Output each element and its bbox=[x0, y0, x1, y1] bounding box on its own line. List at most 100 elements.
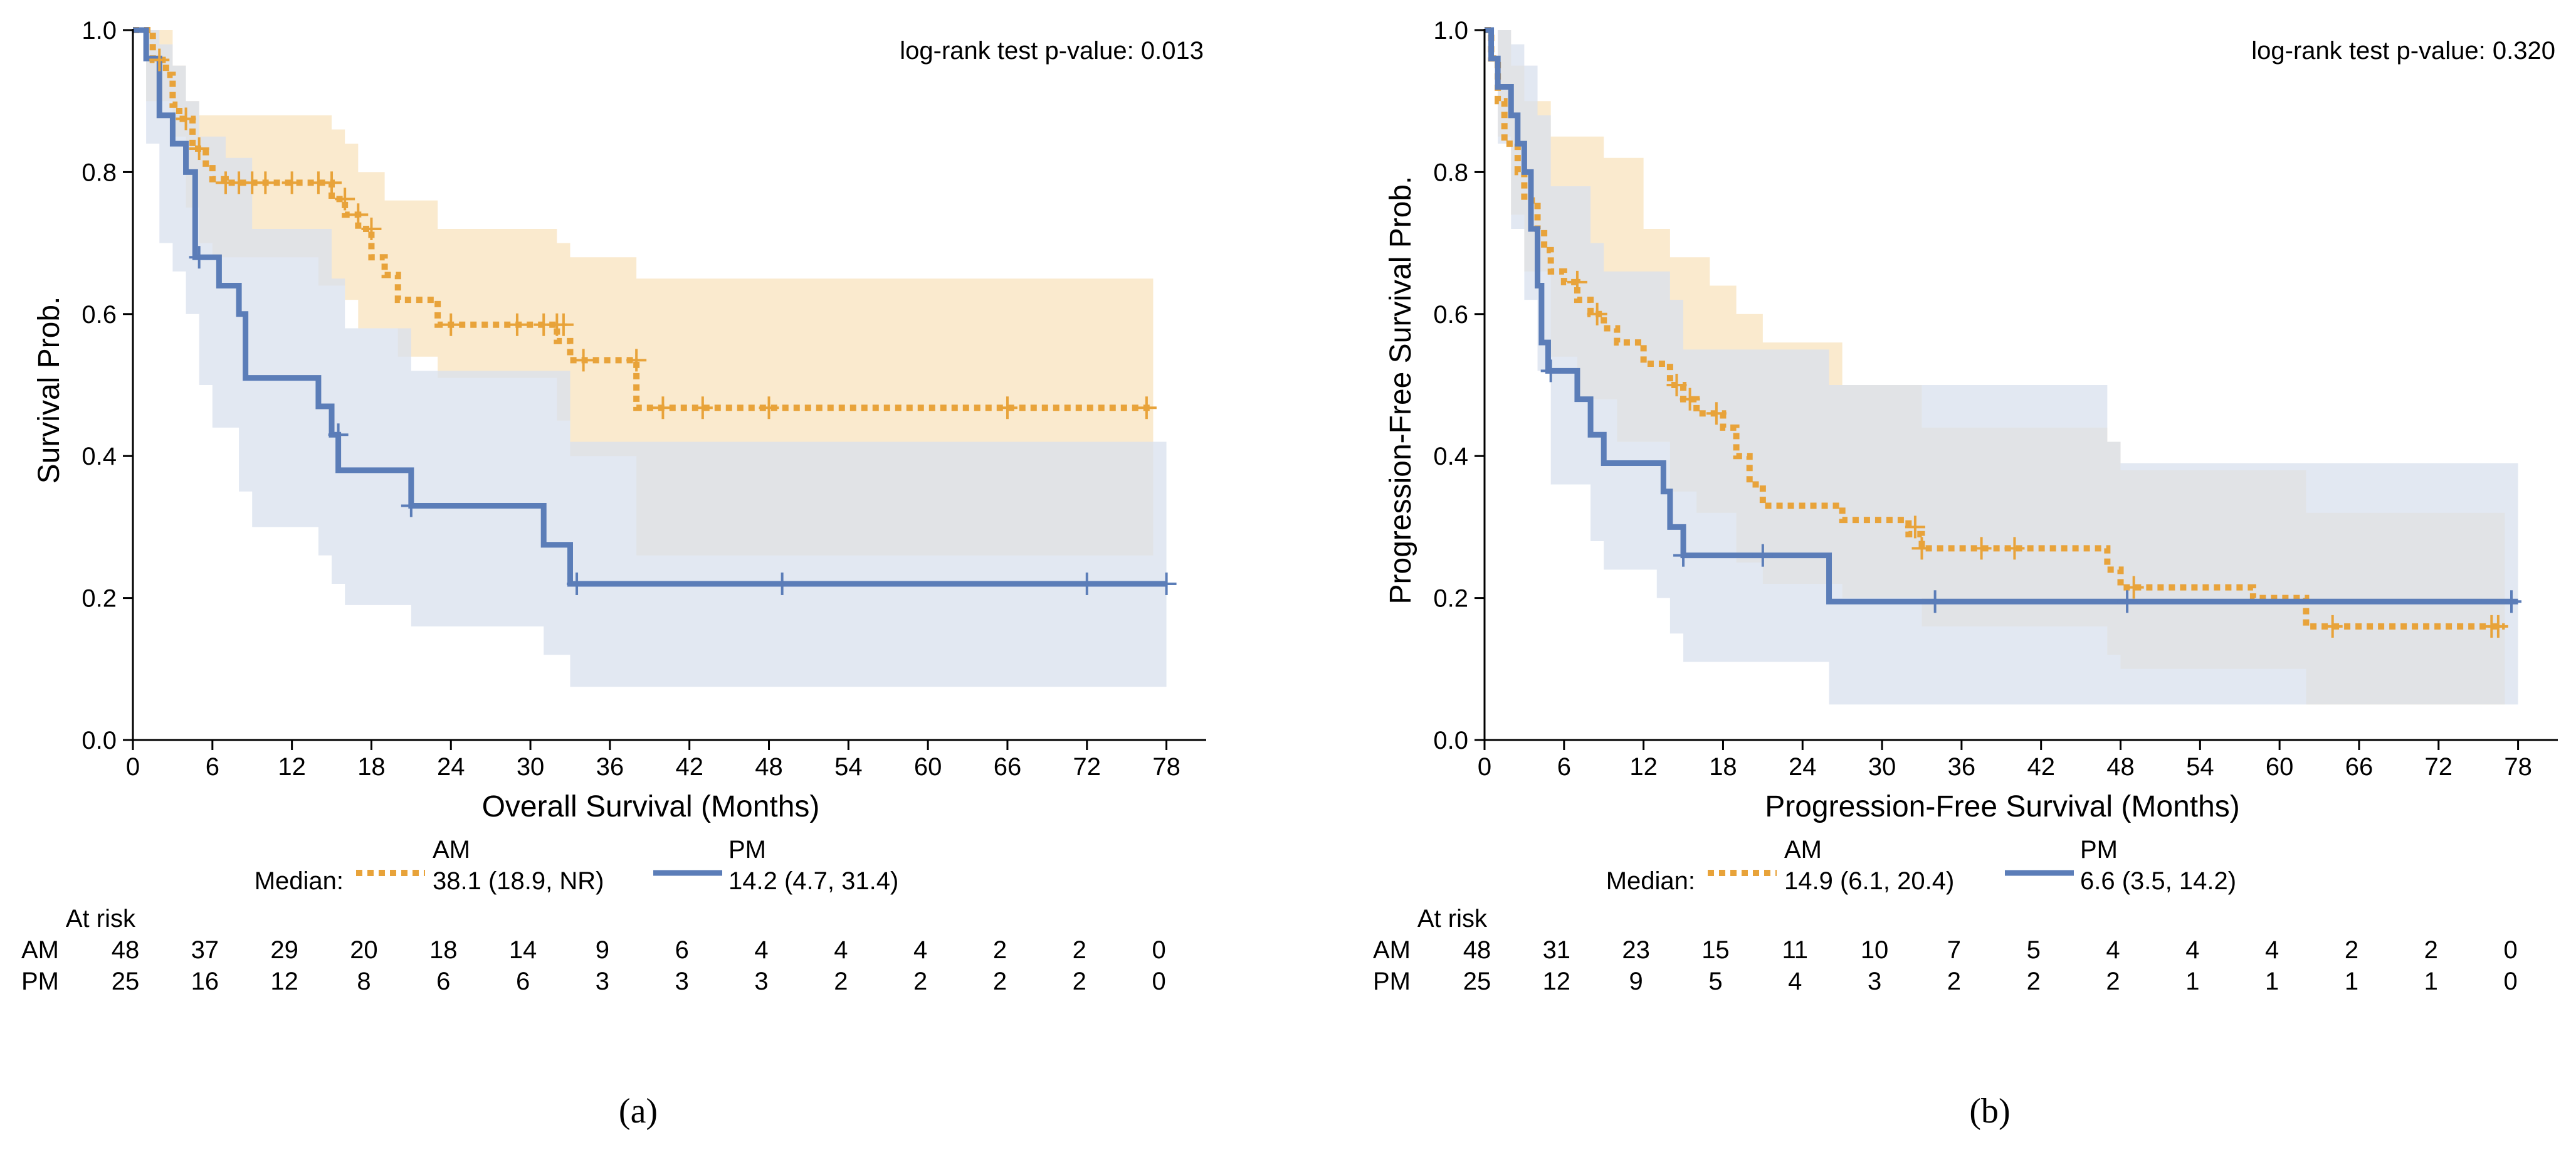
panel-label: (a) bbox=[619, 1092, 658, 1131]
censor-mark-am bbox=[189, 137, 209, 161]
y-tick-label: 0.0 bbox=[81, 727, 117, 754]
at-risk-cell: 2 bbox=[993, 936, 1007, 964]
axes bbox=[132, 29, 1206, 741]
at-risk-cell: 6 bbox=[436, 968, 450, 995]
y-tick-label: 0.0 bbox=[1433, 727, 1468, 754]
at-risk-cell: 11 bbox=[1782, 936, 1808, 964]
confidence-bands bbox=[1485, 30, 2518, 705]
legend: Median: AM 38.1 (18.9, NR) PM 14.2 (4.7,… bbox=[255, 836, 899, 895]
censor-mark-am bbox=[1911, 537, 1932, 560]
at-risk-cell: 3 bbox=[1868, 968, 1881, 995]
at-risk-cell: 2 bbox=[993, 968, 1007, 995]
censor-mark-am bbox=[1971, 537, 1992, 560]
y-tick-label: 0.6 bbox=[81, 301, 117, 329]
at-risk-header: At risk bbox=[66, 905, 136, 933]
x-axis-label: Progression-Free Survival (Months) bbox=[1765, 790, 2240, 823]
x-tick-label: 72 bbox=[2425, 753, 2453, 781]
at-risk-cell: 0 bbox=[1152, 936, 1165, 964]
at-risk-cell: 3 bbox=[675, 968, 689, 995]
at-risk-cell: 1 bbox=[2185, 968, 2199, 995]
y-axis-label: Progression-Free Survival Prob. bbox=[1384, 176, 1417, 605]
legend-pm-name: PM bbox=[2080, 836, 2118, 864]
at-risk-cell: 9 bbox=[1629, 968, 1643, 995]
at-risk-cell: 2 bbox=[2345, 936, 2358, 964]
censor-marks bbox=[149, 48, 1177, 595]
at-risk-cell: 15 bbox=[1701, 936, 1730, 964]
censor-mark-am bbox=[759, 396, 779, 420]
at-risk-cell: 2 bbox=[834, 968, 848, 995]
censor-mark-am bbox=[255, 171, 276, 194]
x-tick-label: 36 bbox=[1948, 753, 1976, 781]
at-risk-cell: 20 bbox=[350, 936, 378, 964]
x-tick-label: 42 bbox=[675, 753, 703, 781]
x-tick-label: 66 bbox=[2345, 753, 2374, 781]
censor-mark-am bbox=[1567, 270, 1587, 293]
at-risk-cell: 4 bbox=[2265, 936, 2279, 964]
censor-mark-am bbox=[653, 396, 673, 420]
at-risk-cell: 1 bbox=[2424, 968, 2438, 995]
at-risk-cell: 31 bbox=[1543, 936, 1571, 964]
at-risk-cell: 4 bbox=[2185, 936, 2199, 964]
at-risk-cell: 48 bbox=[112, 936, 140, 964]
at-risk-am-label: AM bbox=[21, 936, 59, 964]
x-tick-label: 54 bbox=[2186, 753, 2214, 781]
censor-mark-am bbox=[573, 349, 594, 372]
censor-mark-am bbox=[322, 171, 342, 194]
censor-mark-am bbox=[1587, 302, 1607, 325]
y-tick-label: 0.6 bbox=[1433, 301, 1468, 329]
at-risk-cell: 3 bbox=[754, 968, 768, 995]
x-tick-label: 78 bbox=[2504, 753, 2532, 781]
at-risk-cell: 37 bbox=[191, 936, 219, 964]
at-risk-cell: 25 bbox=[1463, 968, 1491, 995]
censor-mark-am bbox=[626, 349, 647, 372]
at-risk-cell: 48 bbox=[1463, 936, 1491, 964]
at-risk-cell: 9 bbox=[596, 936, 609, 964]
at-risk-cell: 1 bbox=[2345, 968, 2358, 995]
y-tick-label: 0.4 bbox=[1433, 443, 1468, 470]
x-tick-label: 12 bbox=[278, 753, 306, 781]
x-tick-label: 18 bbox=[357, 753, 386, 781]
censor-mark-pm bbox=[1156, 572, 1177, 595]
censor-mark-am bbox=[2488, 615, 2508, 638]
censor-mark-am bbox=[1666, 374, 1687, 396]
at-risk-cell: 29 bbox=[270, 936, 298, 964]
logrank-annotation: log-rank test p-value: 0.320 bbox=[2251, 37, 2555, 65]
confidence-bands bbox=[133, 30, 1167, 687]
censor-mark-pm bbox=[1673, 544, 1694, 567]
at-risk-pm-label: PM bbox=[1373, 968, 1411, 995]
at-risk-cell: 2 bbox=[2424, 936, 2438, 964]
legend-prefix: Median: bbox=[255, 867, 344, 895]
at-risk-cell: 4 bbox=[834, 936, 848, 964]
censor-mark-pm bbox=[401, 494, 421, 517]
at-risk-cell: 0 bbox=[1152, 968, 1165, 995]
censor-mark-pm bbox=[567, 572, 587, 595]
at-risk-am-label: AM bbox=[1373, 936, 1411, 964]
panel-b: 0 6 12 18 24 30 36 42 48 54 60 66 72 780.00.20.40.60.… bbox=[1373, 17, 2558, 1131]
censor-mark-am bbox=[1136, 396, 1157, 420]
at-risk-cell: 3 bbox=[596, 968, 609, 995]
at-risk-cell: 4 bbox=[754, 936, 768, 964]
legend-am-median: 14.9 (6.1, 20.4) bbox=[1784, 867, 1954, 895]
at-risk-cell: 2 bbox=[1073, 968, 1086, 995]
at-risk-table: At risk AM PM 48 37 29 20 18 14 9 6 4 4 4 2 2 025 16 12… bbox=[21, 905, 1166, 995]
censor-mark-am bbox=[507, 313, 527, 336]
x-tick-label: 0 bbox=[126, 753, 140, 781]
y-axis-label: Survival Prob. bbox=[33, 297, 66, 484]
at-risk-cells: 48 37 29 20 18 14 9 6 4 4 4 2 2 025 16 12 8 6 6 3 3 3 2 2 2 2 0 bbox=[112, 936, 1166, 995]
censor-mark-am bbox=[2322, 615, 2343, 638]
at-risk-cell: 2 bbox=[1947, 968, 1961, 995]
censor-mark-am bbox=[692, 396, 713, 420]
y-tick-label: 0.2 bbox=[81, 585, 117, 613]
logrank-annotation: log-rank test p-value: 0.013 bbox=[900, 37, 1204, 65]
censor-mark-pm bbox=[1076, 572, 1097, 595]
y-tick-label: 0.8 bbox=[1433, 159, 1468, 186]
x-tick-label: 36 bbox=[596, 753, 624, 781]
legend-am-median: 38.1 (18.9, NR) bbox=[433, 867, 604, 895]
legend: Median: AM 14.9 (6.1, 20.4) PM 6.6 (3.5,… bbox=[1606, 836, 2236, 895]
ci-band-pm bbox=[133, 30, 1167, 687]
at-risk-cell: 12 bbox=[1543, 968, 1571, 995]
x-tick-label: 24 bbox=[437, 753, 465, 781]
ci-band-pm bbox=[1485, 30, 2518, 705]
censor-mark-am bbox=[2004, 537, 2025, 560]
